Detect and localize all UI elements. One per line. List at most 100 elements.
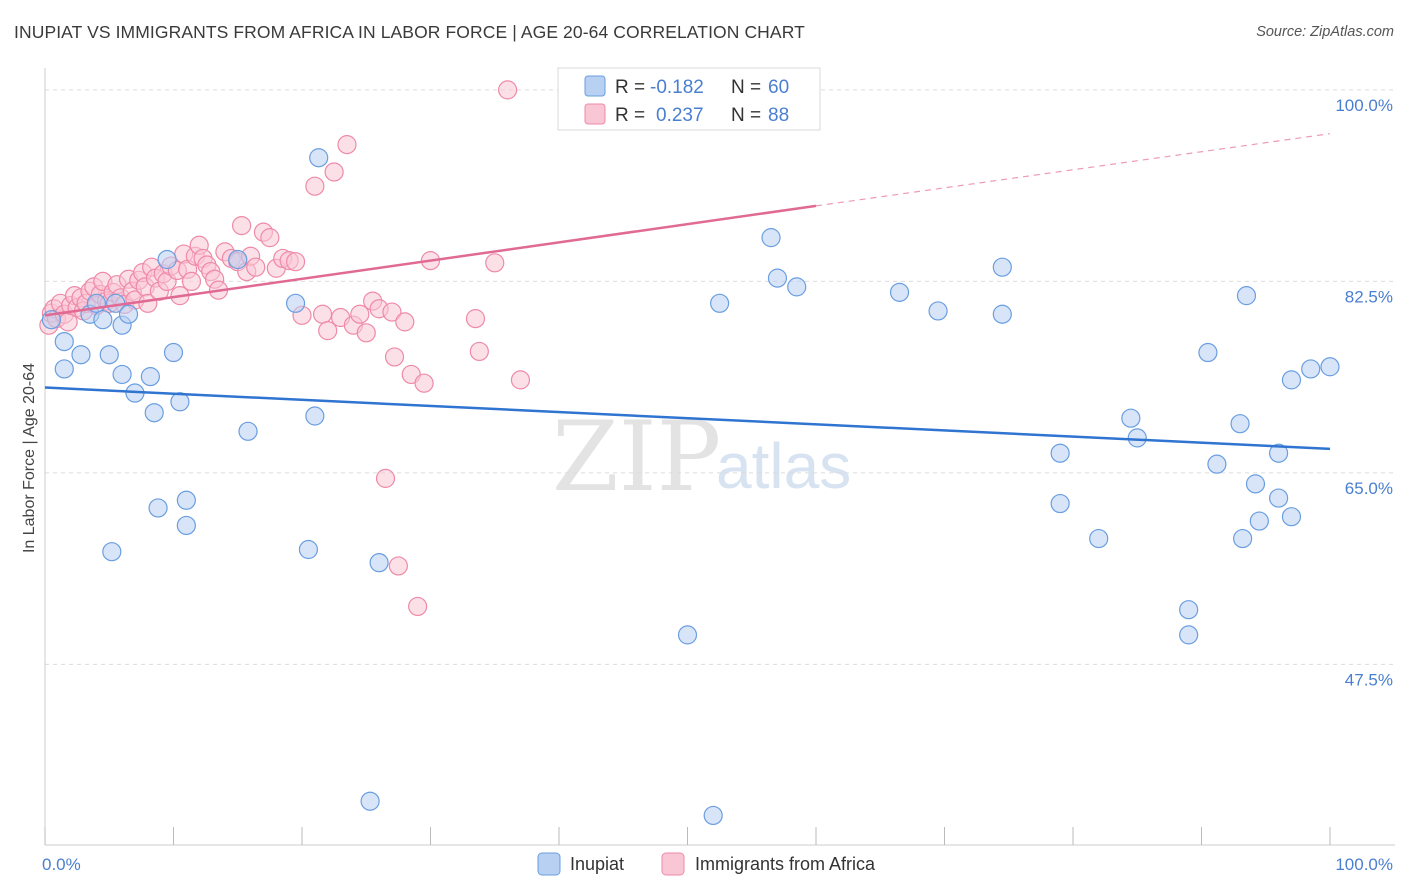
point-africa-57 [260, 228, 280, 248]
point-inupiat-6 [93, 310, 113, 330]
legend-r-label-2: R = [615, 105, 645, 126]
point-inupiat-11 [112, 364, 132, 385]
point-africa-81 [414, 373, 434, 393]
point-africa-75 [382, 302, 402, 322]
point-inupiat-40 [1050, 493, 1070, 514]
y-tick-labels: 47.5% 65.0% 82.5% 100.0% [1335, 96, 1393, 690]
point-inupiat-20 [176, 515, 196, 536]
y-tick-label-3: 100.0% [1335, 96, 1393, 115]
gridlines [45, 89, 1395, 665]
point-inupiat-36 [889, 282, 910, 302]
point-inupiat-33 [761, 228, 781, 248]
point-inupiat-22 [228, 249, 248, 270]
point-inupiat-2 [54, 359, 74, 379]
point-africa-85 [485, 253, 505, 273]
point-inupiat-53 [1249, 511, 1269, 531]
point-inupiat-44 [1127, 428, 1147, 448]
point-africa-83 [465, 309, 486, 329]
chart-title: INUPIAT VS IMMIGRANTS FROM AFRICA IN LAB… [14, 22, 805, 42]
point-inupiat-37 [928, 301, 948, 321]
point-inupiat-50 [1233, 528, 1253, 549]
point-inupiat-29 [369, 553, 389, 573]
point-africa-41 [181, 271, 202, 292]
legend-r-value-1: -0.182 [650, 77, 704, 98]
point-inupiat-17 [157, 249, 177, 270]
point-africa-70 [350, 304, 370, 324]
point-africa-55 [246, 257, 266, 277]
point-inupiat-42 [1089, 528, 1109, 549]
point-inupiat-32 [710, 293, 730, 313]
y-tick-label-1: 65.0% [1345, 479, 1393, 498]
point-inupiat-57 [1281, 370, 1302, 390]
legend-n-label-2: N = [731, 105, 761, 126]
point-africa-84 [469, 341, 489, 362]
point-inupiat-3 [71, 345, 91, 365]
point-inupiat-26 [305, 406, 325, 426]
point-inupiat-56 [1281, 507, 1302, 527]
x-tick-label-0: 0.0% [42, 855, 81, 874]
point-inupiat-24 [285, 293, 306, 313]
point-inupiat-46 [1179, 625, 1199, 645]
point-inupiat-48 [1207, 454, 1227, 474]
point-inupiat-39 [992, 257, 1012, 277]
point-inupiat-27 [309, 148, 329, 168]
trend-africa-extension [815, 133, 1331, 207]
legend-bottom-africa-swatch [661, 852, 685, 876]
point-africa-78 [395, 312, 415, 332]
point-africa-86 [498, 80, 518, 100]
point-inupiat-28 [360, 791, 380, 811]
trend-lines [44, 133, 1331, 451]
point-inupiat-21 [176, 490, 196, 510]
point-africa-64 [312, 304, 333, 324]
point-inupiat-31 [703, 805, 723, 826]
point-inupiat-47 [1198, 342, 1218, 363]
point-inupiat-35 [787, 277, 807, 297]
point-africa-68 [337, 135, 357, 155]
legend-r-label-1: R = [615, 77, 645, 98]
point-inupiat-43 [1121, 408, 1141, 428]
point-inupiat-51 [1236, 286, 1257, 306]
watermark-atlas: atlas [716, 430, 851, 502]
legend-n-value-1: 60 [768, 77, 789, 98]
point-inupiat-7 [99, 345, 119, 365]
legend-inupiat-swatch [584, 75, 606, 97]
legend-bottom: Inupiat Immigrants from Africa [537, 852, 876, 876]
point-inupiat-30 [677, 625, 698, 645]
point-inupiat-15 [144, 403, 164, 423]
point-africa-65 [318, 321, 338, 341]
x-tick-label-1: 100.0% [1335, 855, 1393, 874]
point-inupiat-45 [1179, 600, 1199, 620]
axes [44, 68, 1395, 846]
point-inupiat-41 [1050, 443, 1070, 463]
legend-africa-swatch [584, 103, 606, 125]
point-africa-80 [408, 596, 428, 617]
legend-bottom-africa-label: Immigrants from Africa [695, 854, 876, 874]
point-inupiat-34 [767, 268, 788, 288]
legend-r-value-2: 0.237 [656, 105, 704, 126]
point-inupiat-8 [102, 542, 122, 562]
point-africa-63 [305, 176, 325, 196]
point-inupiat-58 [1301, 359, 1321, 379]
point-africa-87 [510, 370, 531, 390]
legend-n-label-1: N = [731, 77, 761, 98]
legend-bottom-inupiat-swatch [537, 852, 561, 876]
y-tick-label-2: 82.5% [1345, 287, 1393, 306]
point-inupiat-38 [992, 304, 1012, 324]
point-africa-52 [232, 215, 252, 236]
point-africa-74 [375, 468, 396, 488]
point-inupiat-54 [1268, 488, 1289, 508]
y-tick-label-0: 47.5% [1345, 670, 1393, 689]
y-axis-label: In Labor Force | Age 20-64 [21, 363, 38, 553]
point-inupiat-18 [163, 342, 184, 363]
legend-top: R = -0.182 N = 60 R = 0.237 N = 88 [557, 67, 821, 131]
point-africa-71 [356, 323, 376, 343]
legend-bottom-inupiat-label: Inupiat [570, 854, 624, 874]
point-inupiat-1 [54, 331, 74, 352]
trend-inupiat [44, 386, 1331, 451]
point-inupiat-59 [1320, 357, 1340, 377]
point-inupiat-25 [298, 539, 319, 560]
point-inupiat-52 [1245, 474, 1266, 494]
point-inupiat-12 [118, 304, 139, 324]
trend-africa [44, 204, 817, 317]
